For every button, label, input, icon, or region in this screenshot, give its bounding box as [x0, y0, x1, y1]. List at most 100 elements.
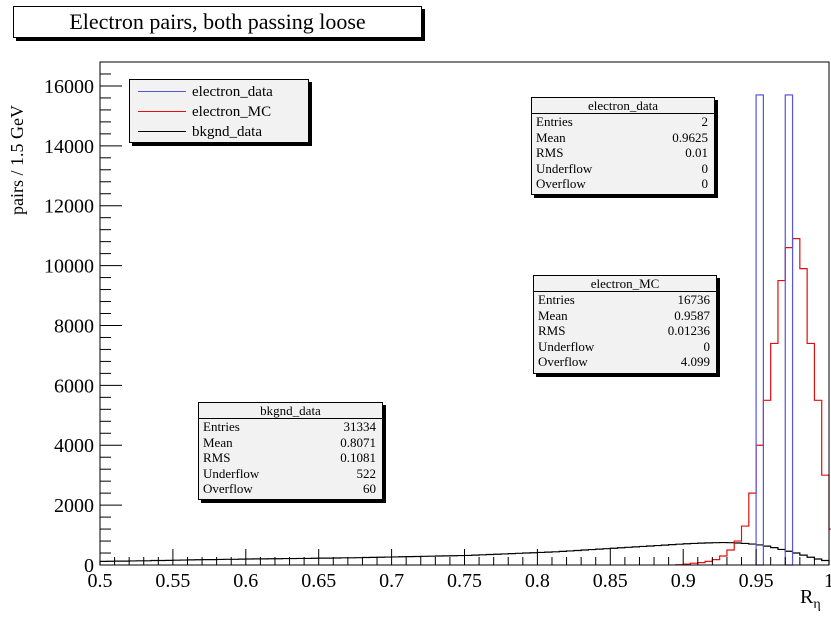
x-tick-label: 0.5 — [88, 570, 113, 592]
y-tick-label: 10000 — [44, 256, 94, 278]
histogram-bin-bkgnd-data — [778, 549, 785, 565]
histogram-bin-bkgnd-data — [311, 558, 318, 565]
histogram-bin-electron-mc — [727, 550, 734, 565]
chart-title: Electron pairs, both passing loose — [69, 9, 366, 34]
histogram-bin-bkgnd-data — [472, 555, 479, 565]
y-axis-label: pairs / 1.5 GeV — [7, 105, 27, 215]
x-tick-label: 1 — [824, 570, 831, 592]
histogram-bin-bkgnd-data — [734, 543, 741, 565]
series-line-bkgnd-data — [99, 541, 830, 565]
histogram-bin-bkgnd-data — [377, 557, 384, 565]
y-tick-label: 2000 — [54, 495, 94, 517]
histogram-bin-bkgnd-data — [384, 557, 391, 565]
histogram-bin-bkgnd-data — [581, 550, 588, 565]
x-axis-label: Rη — [800, 586, 821, 612]
y-tick-label: 12000 — [44, 196, 94, 218]
stats-row: Overflow 4.099 — [538, 354, 710, 370]
histogram-bin-bkgnd-data — [559, 551, 566, 565]
histogram-bin-bkgnd-data — [683, 544, 690, 565]
histogram-bin-electron-mc — [822, 475, 829, 565]
legend-swatch-electron-data — [138, 91, 186, 92]
histogram-bin-bkgnd-data — [187, 560, 194, 565]
histogram-bin-bkgnd-data — [392, 557, 399, 565]
histogram-bin-bkgnd-data — [756, 545, 763, 565]
legend-swatch-electron-mc — [138, 111, 186, 112]
histogram-bin-bkgnd-data — [537, 552, 544, 565]
stats-box-electron-mc: electron_MC Entries 16736 Mean 0.9587 RMS 0… — [533, 275, 717, 374]
histogram-bin-bkgnd-data — [530, 553, 537, 565]
histogram-bin-electron-mc — [720, 556, 727, 565]
histogram-bin-bkgnd-data — [362, 558, 369, 565]
legend-entry-electron-mc: electron_MC — [130, 102, 308, 122]
histogram-bin-bkgnd-data — [406, 557, 413, 565]
histogram-bin-bkgnd-data — [173, 560, 180, 565]
histogram-bin-bkgnd-data — [574, 550, 581, 565]
histogram-bin-bkgnd-data — [654, 546, 661, 565]
histogram-bin-electron-data — [755, 94, 764, 566]
histogram-bin-bkgnd-data — [290, 559, 297, 565]
histogram-bin-bkgnd-data — [618, 548, 625, 565]
histogram-bin-bkgnd-data — [195, 560, 202, 565]
histogram-bin-bkgnd-data — [333, 558, 340, 565]
histogram-bin-bkgnd-data — [370, 557, 377, 565]
stats-header: electron_data — [532, 98, 714, 114]
histogram-bin-bkgnd-data — [676, 544, 683, 565]
histogram-bin-bkgnd-data — [508, 554, 515, 565]
histogram-bin-bkgnd-data — [319, 558, 326, 565]
y-tick-label: 14000 — [44, 136, 94, 158]
x-tick-label: 0.7 — [379, 570, 404, 592]
stats-row: Overflow 60 — [203, 481, 376, 497]
stats-row: Underflow 0 — [538, 338, 710, 354]
stats-row: RMS 0.01 — [536, 145, 708, 161]
histogram-bin-bkgnd-data — [268, 559, 275, 565]
legend-entry-bkgnd-data: bkgnd_data — [130, 122, 308, 142]
stats-row: Mean 0.9625 — [536, 129, 708, 145]
stats-row: RMS 0.1081 — [203, 450, 376, 466]
y-tick-label: 4000 — [54, 435, 94, 457]
stats-box-electron-data: electron_data Entries 2 Mean 0.9625 RMS 0.0… — [531, 97, 715, 195]
histogram-bin-electron-mc — [793, 239, 800, 565]
histogram-bin-electron-data — [784, 94, 794, 566]
stats-row: Entries 31334 — [203, 419, 376, 434]
histogram-bin-bkgnd-data — [435, 556, 442, 565]
legend-entry-electron-data: electron_data — [130, 82, 308, 102]
stats-row: Mean 0.8071 — [203, 434, 376, 450]
histogram-bin-bkgnd-data — [260, 559, 267, 565]
histogram-bin-bkgnd-data — [341, 558, 348, 565]
histogram-bin-bkgnd-data — [727, 543, 734, 565]
histogram-bin-electron-mc — [756, 445, 763, 565]
stats-header: bkgnd_data — [199, 403, 382, 419]
histogram-bin-bkgnd-data — [596, 549, 603, 565]
y-tick-label: 6000 — [54, 375, 94, 397]
histogram-bin-electron-mc — [785, 248, 792, 565]
stats-row: Underflow 0 — [536, 160, 708, 176]
histogram-bin-bkgnd-data — [129, 561, 136, 565]
chart-title-box: Electron pairs, both passing loose — [13, 6, 422, 38]
histogram-bin-bkgnd-data — [800, 555, 807, 565]
stats-row: RMS 0.01236 — [538, 323, 710, 339]
stats-row: Mean 0.9587 — [538, 307, 710, 323]
histogram-bin-electron-mc — [778, 281, 785, 565]
histogram-bin-bkgnd-data — [822, 561, 829, 565]
histogram-bin-bkgnd-data — [443, 556, 450, 565]
stats-row: Underflow 522 — [203, 465, 376, 481]
y-tick-label: 16000 — [44, 76, 94, 98]
histogram-bin-bkgnd-data — [610, 548, 617, 565]
histogram-bin-bkgnd-data — [763, 546, 770, 565]
histogram-bin-bkgnd-data — [690, 543, 697, 565]
histogram-bin-bkgnd-data — [253, 559, 260, 565]
histogram-bin-bkgnd-data — [523, 553, 530, 565]
histogram-bin-electron-mc — [734, 541, 741, 565]
histogram-bin-bkgnd-data — [224, 559, 231, 565]
histogram-bin-bkgnd-data — [639, 546, 646, 565]
histogram-bin-bkgnd-data — [231, 559, 238, 565]
histogram-bin-bkgnd-data — [807, 557, 814, 565]
stats-header: electron_MC — [534, 276, 716, 292]
legend: electron_data electron_MC bkgnd_data — [129, 79, 309, 143]
x-tick-label: 0.75 — [447, 570, 482, 592]
histogram-bin-bkgnd-data — [501, 554, 508, 565]
x-tick-label: 0.55 — [155, 570, 190, 592]
histogram-bin-bkgnd-data — [698, 543, 705, 565]
histogram-bin-bkgnd-data — [428, 556, 435, 565]
